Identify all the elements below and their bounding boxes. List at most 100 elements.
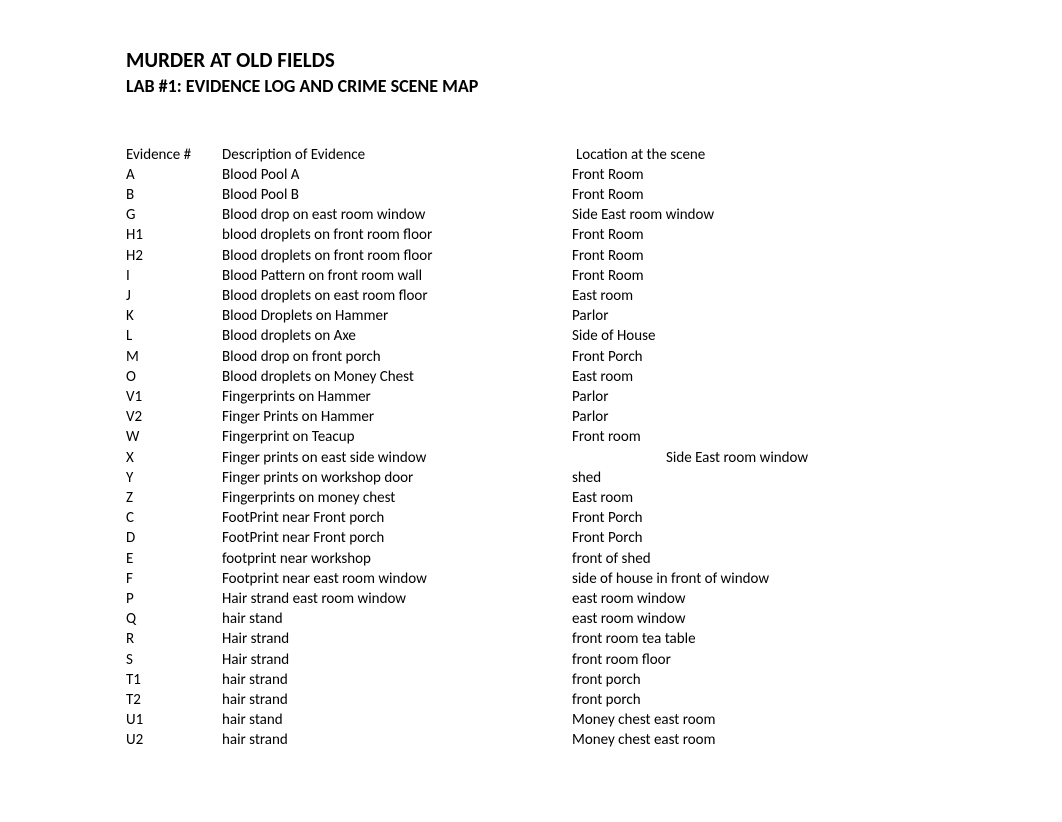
cell-description: Blood drop on front porch	[222, 347, 572, 367]
table-row: T1hair strandfront porch	[126, 670, 1062, 690]
table-row: U2hair strandMoney chest east room	[126, 730, 1062, 750]
cell-location: east room window	[572, 589, 685, 609]
cell-description: Hair strand	[222, 629, 572, 649]
cell-location: shed	[572, 468, 601, 488]
document-page: MURDER AT OLD FIELDS LAB #1: EVIDENCE LO…	[0, 0, 1062, 822]
cell-description: Footprint near east room window	[222, 569, 572, 589]
table-row: YFinger prints on workshop doorshed	[126, 468, 1062, 488]
cell-evidence-id: X	[126, 448, 222, 468]
table-row: XFinger prints on east side windowSide E…	[126, 448, 1062, 468]
cell-description: hair strand	[222, 690, 572, 710]
table-row: DFootPrint near Front porchFront Porch	[126, 528, 1062, 548]
cell-description: Blood Pool A	[222, 165, 572, 185]
table-row: H2Blood droplets on front room floorFron…	[126, 246, 1062, 266]
table-row: V2Finger Prints on HammerParlor	[126, 407, 1062, 427]
cell-description: Fingerprints on money chest	[222, 488, 572, 508]
cell-evidence-id: L	[126, 326, 222, 346]
cell-evidence-id: M	[126, 347, 222, 367]
cell-location: Front Room	[572, 165, 644, 185]
cell-description: blood droplets on front room floor	[222, 225, 572, 245]
cell-evidence-id: V1	[126, 387, 222, 407]
cell-evidence-id: Y	[126, 468, 222, 488]
table-row: ZFingerprints on money chestEast room	[126, 488, 1062, 508]
cell-description: Fingerprints on Hammer	[222, 387, 572, 407]
cell-description: Finger Prints on Hammer	[222, 407, 572, 427]
table-row: Qhair standeast room window	[126, 609, 1062, 629]
cell-description: Blood Pattern on front room wall	[222, 266, 572, 286]
cell-evidence-id: U1	[126, 710, 222, 730]
table-row: RHair strandfront room tea table	[126, 629, 1062, 649]
page-title: MURDER AT OLD FIELDS	[126, 48, 1062, 73]
table-row: PHair strand east room windoweast room w…	[126, 589, 1062, 609]
cell-evidence-id: F	[126, 569, 222, 589]
cell-evidence-id: S	[126, 650, 222, 670]
cell-description: footprint near workshop	[222, 549, 572, 569]
cell-location: front of shed	[572, 549, 651, 569]
cell-description: hair strand	[222, 670, 572, 690]
table-row: V1Fingerprints on HammerParlor	[126, 387, 1062, 407]
cell-location: front room tea table	[572, 629, 696, 649]
table-row: JBlood droplets on east room floorEast r…	[126, 286, 1062, 306]
cell-evidence-id: D	[126, 528, 222, 548]
cell-evidence-id: H2	[126, 246, 222, 266]
table-header-row: Evidence # Description of Evidence Locat…	[126, 145, 1062, 165]
table-row: ABlood Pool AFront Room	[126, 165, 1062, 185]
column-header-description: Description of Evidence	[222, 145, 572, 165]
cell-location: Parlor	[572, 407, 608, 427]
cell-location: Front Porch	[572, 508, 643, 528]
table-row: H1blood droplets on front room floorFron…	[126, 225, 1062, 245]
table-row: FFootprint near east room windowside of …	[126, 569, 1062, 589]
cell-evidence-id: E	[126, 549, 222, 569]
page-subtitle: LAB #1: EVIDENCE LOG AND CRIME SCENE MAP	[126, 75, 1062, 98]
cell-evidence-id: T2	[126, 690, 222, 710]
cell-location: Side East room window	[572, 448, 808, 468]
table-row: WFingerprint on TeacupFront room	[126, 427, 1062, 447]
cell-location: Side of House	[572, 326, 655, 346]
cell-location: Side East room window	[572, 205, 714, 225]
column-header-location: Location at the scene	[572, 145, 705, 165]
cell-location: Money chest east room	[572, 710, 716, 730]
table-body: ABlood Pool AFront RoomBBlood Pool BFron…	[126, 165, 1062, 751]
cell-description: Finger prints on east side window	[222, 448, 572, 468]
cell-evidence-id: G	[126, 205, 222, 225]
cell-description: Blood droplets on front room floor	[222, 246, 572, 266]
cell-location: front porch	[572, 690, 641, 710]
cell-evidence-id: I	[126, 266, 222, 286]
evidence-table: Evidence # Description of Evidence Locat…	[126, 145, 1062, 751]
cell-description: Fingerprint on Teacup	[222, 427, 572, 447]
cell-evidence-id: R	[126, 629, 222, 649]
cell-evidence-id: T1	[126, 670, 222, 690]
cell-description: FootPrint near Front porch	[222, 528, 572, 548]
cell-evidence-id: B	[126, 185, 222, 205]
cell-evidence-id: V2	[126, 407, 222, 427]
table-row: Efootprint near workshopfront of shed	[126, 549, 1062, 569]
cell-evidence-id: C	[126, 508, 222, 528]
cell-description: Hair strand	[222, 650, 572, 670]
cell-description: Finger prints on workshop door	[222, 468, 572, 488]
cell-description: Blood droplets on Axe	[222, 326, 572, 346]
cell-location: front room floor	[572, 650, 671, 670]
cell-description: Blood droplets on Money Chest	[222, 367, 572, 387]
cell-evidence-id: U2	[126, 730, 222, 750]
table-row: LBlood droplets on AxeSide of House	[126, 326, 1062, 346]
cell-location: Front room	[572, 427, 641, 447]
cell-description: hair strand	[222, 730, 572, 750]
table-row: BBlood Pool BFront Room	[126, 185, 1062, 205]
cell-location: Parlor	[572, 387, 608, 407]
table-row: T2hair strandfront porch	[126, 690, 1062, 710]
table-row: U1hair standMoney chest east room	[126, 710, 1062, 730]
cell-evidence-id: Z	[126, 488, 222, 508]
cell-location: front porch	[572, 670, 641, 690]
cell-location: side of house in front of window	[572, 569, 769, 589]
cell-location: east room window	[572, 609, 685, 629]
cell-description: Blood droplets on east room floor	[222, 286, 572, 306]
cell-evidence-id: P	[126, 589, 222, 609]
cell-evidence-id: H1	[126, 225, 222, 245]
cell-location: Front Room	[572, 246, 644, 266]
cell-description: hair stand	[222, 609, 572, 629]
cell-evidence-id: A	[126, 165, 222, 185]
table-row: KBlood Droplets on HammerParlor	[126, 306, 1062, 326]
cell-evidence-id: Q	[126, 609, 222, 629]
cell-location: Front Room	[572, 266, 644, 286]
cell-evidence-id: J	[126, 286, 222, 306]
